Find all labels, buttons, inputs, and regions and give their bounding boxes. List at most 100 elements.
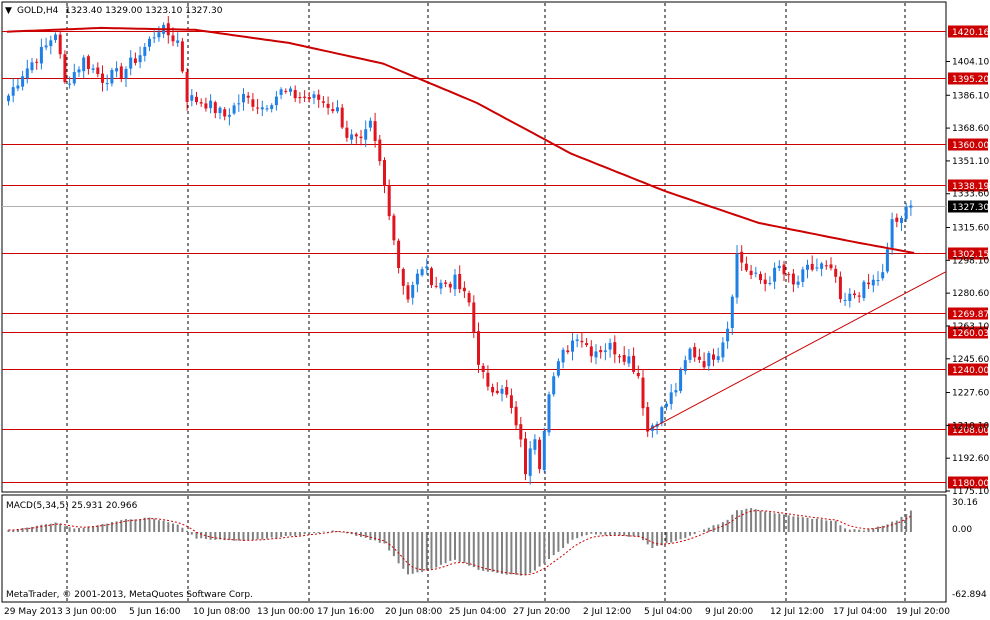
bear-candle	[387, 185, 391, 217]
bull-candle	[11, 87, 15, 96]
bear-candle	[284, 90, 288, 92]
macd-bar	[477, 532, 480, 570]
macd-bar	[176, 524, 179, 532]
x-tick-label: 25 Jun 04:00	[449, 607, 506, 617]
bear-candle	[834, 268, 838, 277]
macd-bar	[707, 527, 710, 532]
bear-candle	[782, 264, 786, 275]
bear-candle	[101, 73, 104, 83]
macd-bar	[576, 532, 579, 539]
bear-candle	[251, 99, 255, 107]
bear-candle	[477, 331, 480, 365]
bull-candle	[7, 95, 10, 102]
bull-candle	[603, 350, 607, 352]
bull-candle	[425, 266, 429, 269]
level-price-tag	[948, 423, 988, 436]
bear-candle	[524, 438, 527, 475]
bull-candle	[660, 407, 664, 424]
macd-bar	[172, 523, 174, 532]
bull-candle	[289, 88, 292, 92]
macd-bar	[364, 532, 367, 538]
bear-candle	[632, 355, 636, 372]
bull-candle	[871, 279, 875, 286]
macd-bar	[298, 532, 301, 536]
bull-candle	[453, 274, 457, 290]
macd-bar	[783, 514, 785, 532]
bear-candle	[392, 215, 396, 241]
level-price-tag	[948, 25, 988, 38]
bear-candle	[354, 134, 358, 137]
bear-candle	[298, 97, 302, 99]
level-price-label: 1269.87	[952, 310, 989, 320]
macd-bar	[632, 532, 635, 537]
y-tick-label: 1298.10	[952, 256, 989, 266]
level-price-tag	[948, 363, 988, 376]
macd-bar	[110, 522, 113, 532]
macd-bar	[468, 532, 471, 566]
macd-bar	[383, 532, 386, 544]
bull-candle	[556, 361, 560, 376]
bull-candle	[707, 353, 711, 367]
bull-candle	[420, 269, 424, 276]
bear-candle	[63, 54, 67, 83]
macd-bar	[233, 532, 236, 541]
menu-arrow-icon[interactable]: ▼	[5, 6, 12, 16]
macd-bar	[247, 532, 250, 541]
macd-bar	[275, 532, 278, 539]
macd-bar	[167, 522, 170, 532]
bear-candle	[119, 66, 123, 78]
x-tick-label: 12 Jul 12:00	[770, 607, 824, 617]
bull-candle	[350, 134, 354, 140]
x-tick-label: 5 Jul 04:00	[644, 607, 693, 617]
bull-candle	[138, 55, 142, 63]
macd-bar	[204, 532, 207, 540]
bull-candle	[688, 348, 692, 360]
macd-bar	[703, 529, 706, 532]
bear-candle	[204, 103, 208, 109]
macd-bar	[120, 519, 123, 532]
macd-bar	[125, 519, 127, 532]
bear-candle	[373, 121, 377, 141]
macd-bar	[186, 530, 189, 532]
bull-candle	[115, 68, 119, 72]
macd-bar	[40, 524, 43, 532]
bear-candle	[133, 58, 137, 63]
bull-candle	[368, 120, 372, 128]
bull-candle	[754, 272, 758, 274]
bull-candle	[72, 72, 76, 84]
macd-bar	[533, 532, 536, 571]
bear-candle	[331, 109, 335, 112]
macd-bar	[209, 532, 212, 540]
macd-bar	[92, 526, 95, 532]
macd-bar	[848, 529, 851, 532]
bear-candle	[246, 95, 250, 98]
bull-candle	[415, 273, 419, 285]
bull-candle	[500, 388, 504, 394]
macd-label: MACD(5,34,5) 25.931 20.966	[6, 501, 138, 511]
macd-bar	[284, 532, 287, 536]
bull-candle	[39, 46, 43, 64]
bull-candle	[881, 272, 885, 279]
bear-candle	[867, 282, 871, 285]
level-price-label: 1240.00	[952, 366, 989, 376]
macd-bar	[510, 532, 513, 575]
macd-bar	[731, 514, 734, 532]
macd-bar	[411, 532, 414, 574]
bear-candle	[472, 302, 476, 333]
bear-candle	[622, 355, 626, 362]
y-tick-label: 1404.10	[952, 58, 989, 68]
bear-candle	[589, 346, 593, 357]
bear-candle	[787, 274, 791, 276]
bull-candle	[274, 96, 278, 106]
bull-candle	[265, 108, 269, 110]
bear-candle	[96, 67, 100, 75]
macd-bar	[416, 532, 419, 573]
bear-candle	[763, 279, 767, 285]
bull-candle	[129, 57, 133, 69]
bull-candle	[876, 280, 880, 282]
bear-candle	[340, 107, 344, 128]
macd-bar	[637, 532, 640, 538]
macd-bar	[392, 532, 395, 557]
x-tick-label: 5 Jun 16:00	[129, 607, 181, 617]
